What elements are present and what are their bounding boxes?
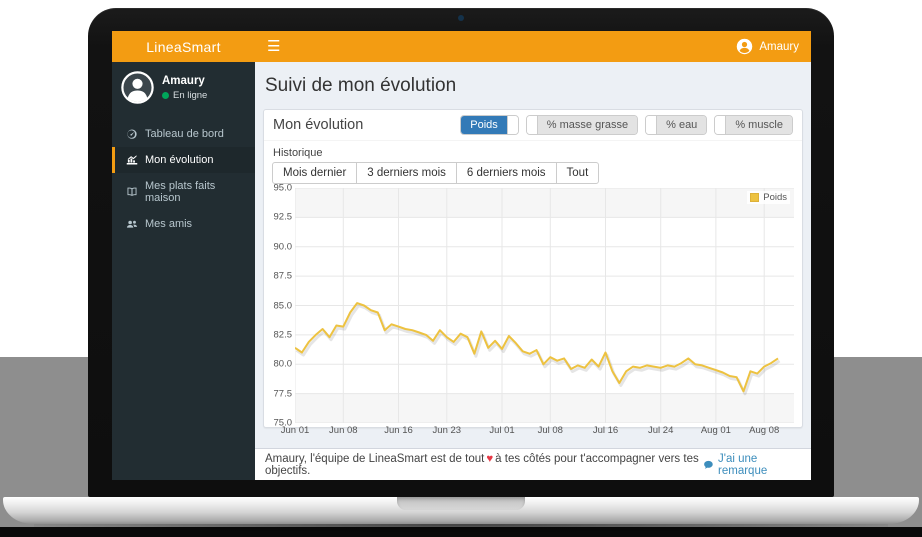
- toggle-label: % muscle: [726, 116, 792, 134]
- x-tick-label: Jul 24: [648, 425, 674, 436]
- online-status-label: En ligne: [173, 89, 208, 101]
- sidebar-item-label: Mes amis: [145, 218, 193, 230]
- chart-legend: Poids: [747, 191, 790, 204]
- toggle-handle: [646, 116, 658, 134]
- toggle-label: % masse grasse: [537, 116, 638, 134]
- poids-series-line: [295, 302, 779, 393]
- sidebar-user-panel: Amaury En ligne: [112, 62, 255, 111]
- legend-swatch-poids: [750, 193, 760, 202]
- x-tick-label: Jul 01: [489, 425, 515, 436]
- users-icon: [126, 220, 138, 228]
- range-button-mois-dernier[interactable]: Mois dernier: [272, 162, 358, 184]
- chart-plot-area: Poids: [295, 188, 794, 423]
- y-tick-label: 82.5: [273, 329, 293, 341]
- feedback-link-label: J'ai une remarque: [718, 452, 768, 477]
- footer-message: Amaury, l'équipe de LineaSmart est de to…: [265, 453, 703, 477]
- user-avatar: [121, 71, 154, 104]
- toggle-eau[interactable]: % eau: [645, 115, 708, 135]
- y-tick-label: 90.0: [273, 241, 293, 253]
- chart-y-axis: 95.0 92.5 90.0 87.5 85.0 82.5 80.0 77.5 75.0: [272, 183, 295, 429]
- y-tick-label: 85.0: [273, 300, 293, 311]
- sidebar-toggle-icon[interactable]: ☰: [267, 38, 281, 55]
- laptop-webcam: [458, 15, 464, 21]
- x-tick-label: Jun 16: [384, 425, 413, 436]
- sidebar-user-name: Amaury: [162, 74, 205, 87]
- sidebar-item-mon-evolution[interactable]: Mon évolution: [112, 147, 255, 173]
- box-header: Mon évolution Poids % masse grasse: [264, 110, 802, 141]
- toggle-label: % eau: [657, 116, 707, 134]
- sidebar: Amaury En ligne Tableau de bord: [112, 62, 255, 480]
- toggle-poids[interactable]: Poids: [460, 115, 519, 135]
- range-button-3-derniers-mois[interactable]: 3 derniers mois: [356, 162, 457, 184]
- comment-icon: [704, 460, 713, 468]
- page-title: Suivi de mon évolution: [265, 75, 457, 96]
- laptop-base-notch: [397, 497, 525, 510]
- x-tick-label: Jul 16: [592, 425, 619, 436]
- app-footer: Amaury, l'équipe de LineaSmart est de to…: [255, 448, 811, 480]
- heart-icon: ♥: [486, 452, 494, 465]
- chart-x-axis: Jun 01 Jun 08 Jun 16 Jun 23 Jul 01 Jul 08 Jul …: [281, 423, 794, 437]
- sidebar-item-label: Tableau de bord: [145, 128, 224, 140]
- x-tick-label: Aug 08: [749, 425, 780, 436]
- sidebar-item-label: Mon évolution: [145, 154, 214, 166]
- footer-message-end: à tes côtés pour t'accompagner vers tes …: [265, 452, 699, 477]
- sidebar-item-label: Mes plats faits maison: [145, 180, 216, 204]
- y-tick-label: 80.0: [273, 358, 293, 370]
- y-tick-label: 87.5: [273, 270, 293, 282]
- user-avatar-icon: [737, 38, 753, 55]
- x-tick-label: Jul 08: [537, 425, 563, 436]
- chart-svg: [295, 188, 794, 423]
- toggle-muscle[interactable]: % muscle: [714, 115, 793, 135]
- toggle-masse-grasse[interactable]: % masse grasse: [525, 115, 639, 135]
- brand-logo[interactable]: LineaSmart: [112, 31, 255, 62]
- toggle-label: Poids: [461, 116, 507, 134]
- y-tick-label: 95.0: [273, 182, 293, 194]
- laptop-screen: LineaSmart ☰ Amaury: [112, 31, 811, 480]
- gauge-icon: [127, 129, 137, 139]
- sidebar-item-tableau-de-bord[interactable]: Tableau de bord: [112, 121, 255, 147]
- range-button-tout[interactable]: Tout: [555, 162, 600, 184]
- toggle-handle: [715, 116, 727, 134]
- y-tick-label: 92.5: [273, 211, 293, 223]
- chart-icon: [126, 155, 138, 165]
- top-navbar: ☰ Amaury: [255, 31, 811, 62]
- metric-toggles: Poids % masse grasse % eau: [460, 115, 793, 135]
- x-tick-label: Jun 01: [280, 425, 310, 436]
- content-area: Suivi de mon évolution Mon évolution Poi…: [255, 62, 811, 448]
- history-range-buttons: Mois dernier 3 derniers mois 6 derniers …: [272, 162, 600, 184]
- legend-label: Poids: [763, 192, 787, 203]
- book-icon: [127, 187, 137, 196]
- navbar-user-name: Amaury: [759, 40, 799, 53]
- history-label: Historique: [273, 147, 323, 159]
- toggle-handle: [506, 116, 518, 134]
- x-tick-label: Aug 01: [700, 425, 731, 436]
- x-tick-label: Jun 08: [329, 425, 358, 436]
- online-dot-icon: [162, 91, 169, 99]
- toggle-handle: [526, 116, 538, 134]
- y-tick-label: 77.5: [273, 388, 293, 400]
- feedback-link[interactable]: J'ai une remarque: [703, 453, 801, 477]
- range-button-6-derniers-mois[interactable]: 6 derniers mois: [455, 162, 557, 184]
- evolution-box: Mon évolution Poids % masse grasse: [263, 109, 803, 436]
- sidebar-item-mes-amis[interactable]: Mes amis: [112, 211, 255, 237]
- box-body: Historique Mois dernier 3 derniers mois …: [264, 141, 802, 441]
- sidebar-menu: Tableau de bord Mon évolution: [112, 121, 255, 237]
- box-title: Mon évolution: [273, 117, 364, 133]
- x-tick-label: Jun 23: [432, 425, 462, 436]
- navbar-user-menu[interactable]: Amaury: [736, 38, 799, 55]
- footer-message-start: Amaury, l'équipe de LineaSmart est de to…: [265, 452, 485, 465]
- online-status: En ligne: [162, 90, 207, 101]
- main-area: Suivi de mon évolution Mon évolution Poi…: [255, 62, 811, 480]
- weight-chart: 95.0 92.5 90.0 87.5 85.0 82.5 80.0 77.5 75.0 Poi…: [272, 183, 794, 437]
- app-header: LineaSmart ☰ Amaury: [112, 31, 811, 62]
- sidebar-item-mes-plats-faits-maison[interactable]: Mes plats faits maison: [112, 173, 255, 211]
- y-tick-label: 75.0: [273, 417, 293, 429]
- page-background-bottom-strip: [0, 527, 922, 537]
